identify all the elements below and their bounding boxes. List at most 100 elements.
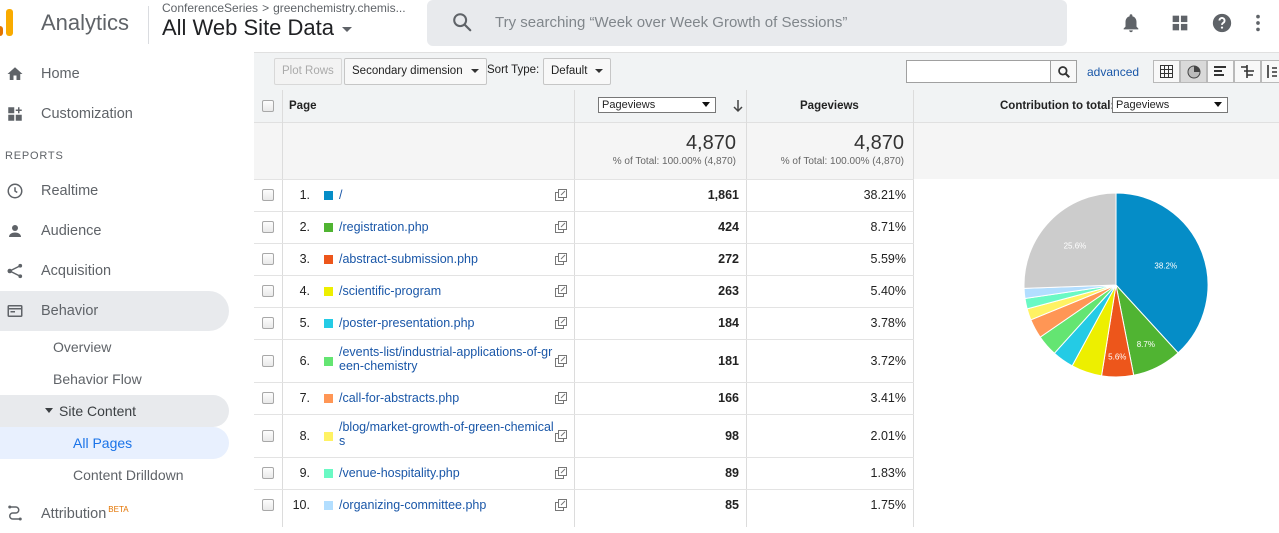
sort-descending-arrow-icon[interactable] [732,99,744,113]
table-row[interactable]: 3. /abstract-submission.php 272 5.59% [254,243,914,275]
row-checkbox[interactable] [262,317,274,329]
page-link[interactable]: /blog/market-growth-of-green-chemicals [339,420,554,448]
table-row[interactable]: 6. /events-list/industrial-applications-o… [254,339,914,382]
nav-audience[interactable]: Audience [0,211,229,251]
row-checkbox[interactable] [262,392,274,404]
open-external-icon[interactable] [555,189,567,201]
page-link[interactable]: /events-list/industrial-applications-of-… [339,345,553,373]
account-breadcrumb[interactable]: ConferenceSeries > greenchemistry.chemis..… [162,1,406,15]
open-external-icon[interactable] [555,253,567,265]
nav-all-pages[interactable]: All Pages [0,427,229,459]
nav-content-drilldown[interactable]: Content Drilldown [0,459,229,491]
table-row[interactable]: 7. /call-for-abstracts.php 166 3.41% [254,382,914,414]
pie-slice-other[interactable] [1023,192,1117,289]
table-filter-input[interactable] [906,60,1051,83]
pageviews-value: 263 [718,284,739,298]
pie-svg: 38.2% 8.7% 5.6% 25.6% [1023,192,1209,378]
row-checkbox[interactable] [262,354,274,367]
nav-behavior[interactable]: Behavior [0,291,229,331]
row-checkbox[interactable] [262,499,274,511]
open-external-icon[interactable] [555,317,567,329]
nav-customization[interactable]: Customization [0,94,229,134]
performance-view-button[interactable] [1207,60,1234,83]
row-color-swatch [324,319,333,328]
percent-value: 3.78% [870,316,906,330]
page-link[interactable]: /venue-hospitality.php [339,466,460,480]
pie-view-button[interactable] [1180,60,1207,83]
analytics-logo[interactable] [0,8,22,36]
sort-type-dropdown[interactable]: Default [543,58,612,85]
pivot-view-button[interactable] [1261,60,1279,83]
select-all-checkbox[interactable] [262,100,274,112]
nav-site-content[interactable]: Site Content [0,395,229,427]
row-checkbox[interactable] [262,221,274,233]
row-index: 6. [299,353,310,368]
sort-type-value: Default [551,65,588,77]
page-link[interactable]: /poster-presentation.php [339,316,475,330]
nav-realtime[interactable]: Realtime [0,171,229,211]
customization-icon [8,107,22,121]
row-checkbox[interactable] [262,253,274,265]
comparison-view-button[interactable] [1234,60,1261,83]
row-index: 5. [299,316,310,330]
apps-grid-icon[interactable] [1169,12,1191,34]
app-name[interactable]: Analytics [41,10,130,35]
metric-select[interactable]: Pageviews [598,97,716,113]
open-external-icon[interactable] [555,285,567,297]
nav-behavior-overview[interactable]: Overview [0,331,229,363]
secondary-dimension-dropdown[interactable]: Secondary dimension [344,58,487,85]
page-link[interactable]: /call-for-abstracts.php [339,391,460,405]
open-external-icon[interactable] [555,392,567,404]
advanced-filter-link[interactable]: advanced [1087,65,1140,79]
table-row[interactable]: 4. /scientific-program 263 5.40% [254,275,914,307]
row-checkbox[interactable] [262,189,274,201]
row-color-swatch [324,287,333,296]
percent-value: 3.41% [870,391,906,405]
row-checkbox[interactable] [262,467,274,479]
row-checkbox[interactable] [262,285,274,297]
row-index: 10. [292,498,310,512]
page-link[interactable]: /organizing-committee.php [339,498,487,512]
table-row[interactable]: 1. / 1,861 38.21% [254,179,914,211]
column-header-pageviews[interactable]: Pageviews [800,100,859,112]
more-vert-icon[interactable] [1251,12,1265,34]
bell-icon[interactable] [1120,12,1142,34]
breadcrumb-account: ConferenceSeries [162,1,259,15]
table-row[interactable]: 9. /venue-hospitality.php 89 1.83% [254,457,914,489]
page-link[interactable]: / [339,188,343,202]
page-link[interactable]: /abstract-submission.php [339,252,478,266]
search-box[interactable]: Try searching “Week over Week Growth of … [427,0,1067,46]
metric-select-value: Pageviews [602,99,656,111]
table-row[interactable]: 2. /registration.php 424 8.71% [254,211,914,243]
open-external-icon[interactable] [555,354,567,367]
page-link[interactable]: /scientific-program [339,284,442,298]
percent-value: 2.01% [870,428,906,443]
plot-rows-button[interactable]: Plot Rows [274,58,342,85]
open-external-icon[interactable] [555,429,567,442]
column-header-page[interactable]: Page [289,100,317,112]
table-view-button[interactable] [1153,60,1180,83]
page-link[interactable]: /registration.php [339,220,429,234]
table-row[interactable]: 10. /organizing-committee.php 85 1.75% [254,489,914,521]
pageviews-value: 98 [725,428,739,443]
total-metric2-sub: % of Total: 100.00% (4,870) [780,156,904,167]
nav-acquisition[interactable]: Acquisition [0,251,229,291]
open-external-icon[interactable] [555,221,567,233]
view-selector[interactable]: All Web Site Data [162,15,353,41]
nav-customization-label: Customization [41,106,133,122]
pie-slice[interactable] [1115,192,1209,354]
nav-attribution[interactable]: Attribution BETA [0,493,229,533]
view-name: All Web Site Data [162,15,335,40]
open-external-icon[interactable] [555,499,567,511]
nav-home[interactable]: Home [0,54,229,94]
contribution-select-value: Pageviews [1116,99,1170,111]
open-external-icon[interactable] [555,467,567,479]
contribution-select[interactable]: Pageviews [1112,97,1228,113]
nav-behavior-flow[interactable]: Behavior Flow [0,363,229,395]
filter-search-button[interactable] [1050,60,1077,83]
row-checkbox[interactable] [262,429,274,442]
table-row[interactable]: 8. /blog/market-growth-of-green-chemicals… [254,414,914,457]
row-index: 3. [299,252,310,266]
table-row[interactable]: 5. /poster-presentation.php 184 3.78% [254,307,914,339]
help-icon[interactable] [1211,12,1233,34]
